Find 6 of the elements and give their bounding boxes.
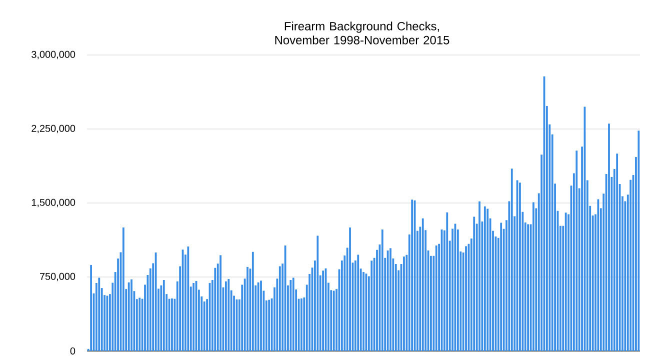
y-tick-label: 0 bbox=[70, 347, 76, 355]
y-tick-label: 2,250,000 bbox=[32, 124, 76, 134]
y-tick-label: 1,500,000 bbox=[32, 198, 76, 208]
y-tick-label: 3,000,000 bbox=[32, 50, 76, 60]
chart-title: Firearm Background Checks, November 1998-November 2015 bbox=[275, 22, 450, 44]
y-tick-label: 750,000 bbox=[40, 272, 76, 282]
